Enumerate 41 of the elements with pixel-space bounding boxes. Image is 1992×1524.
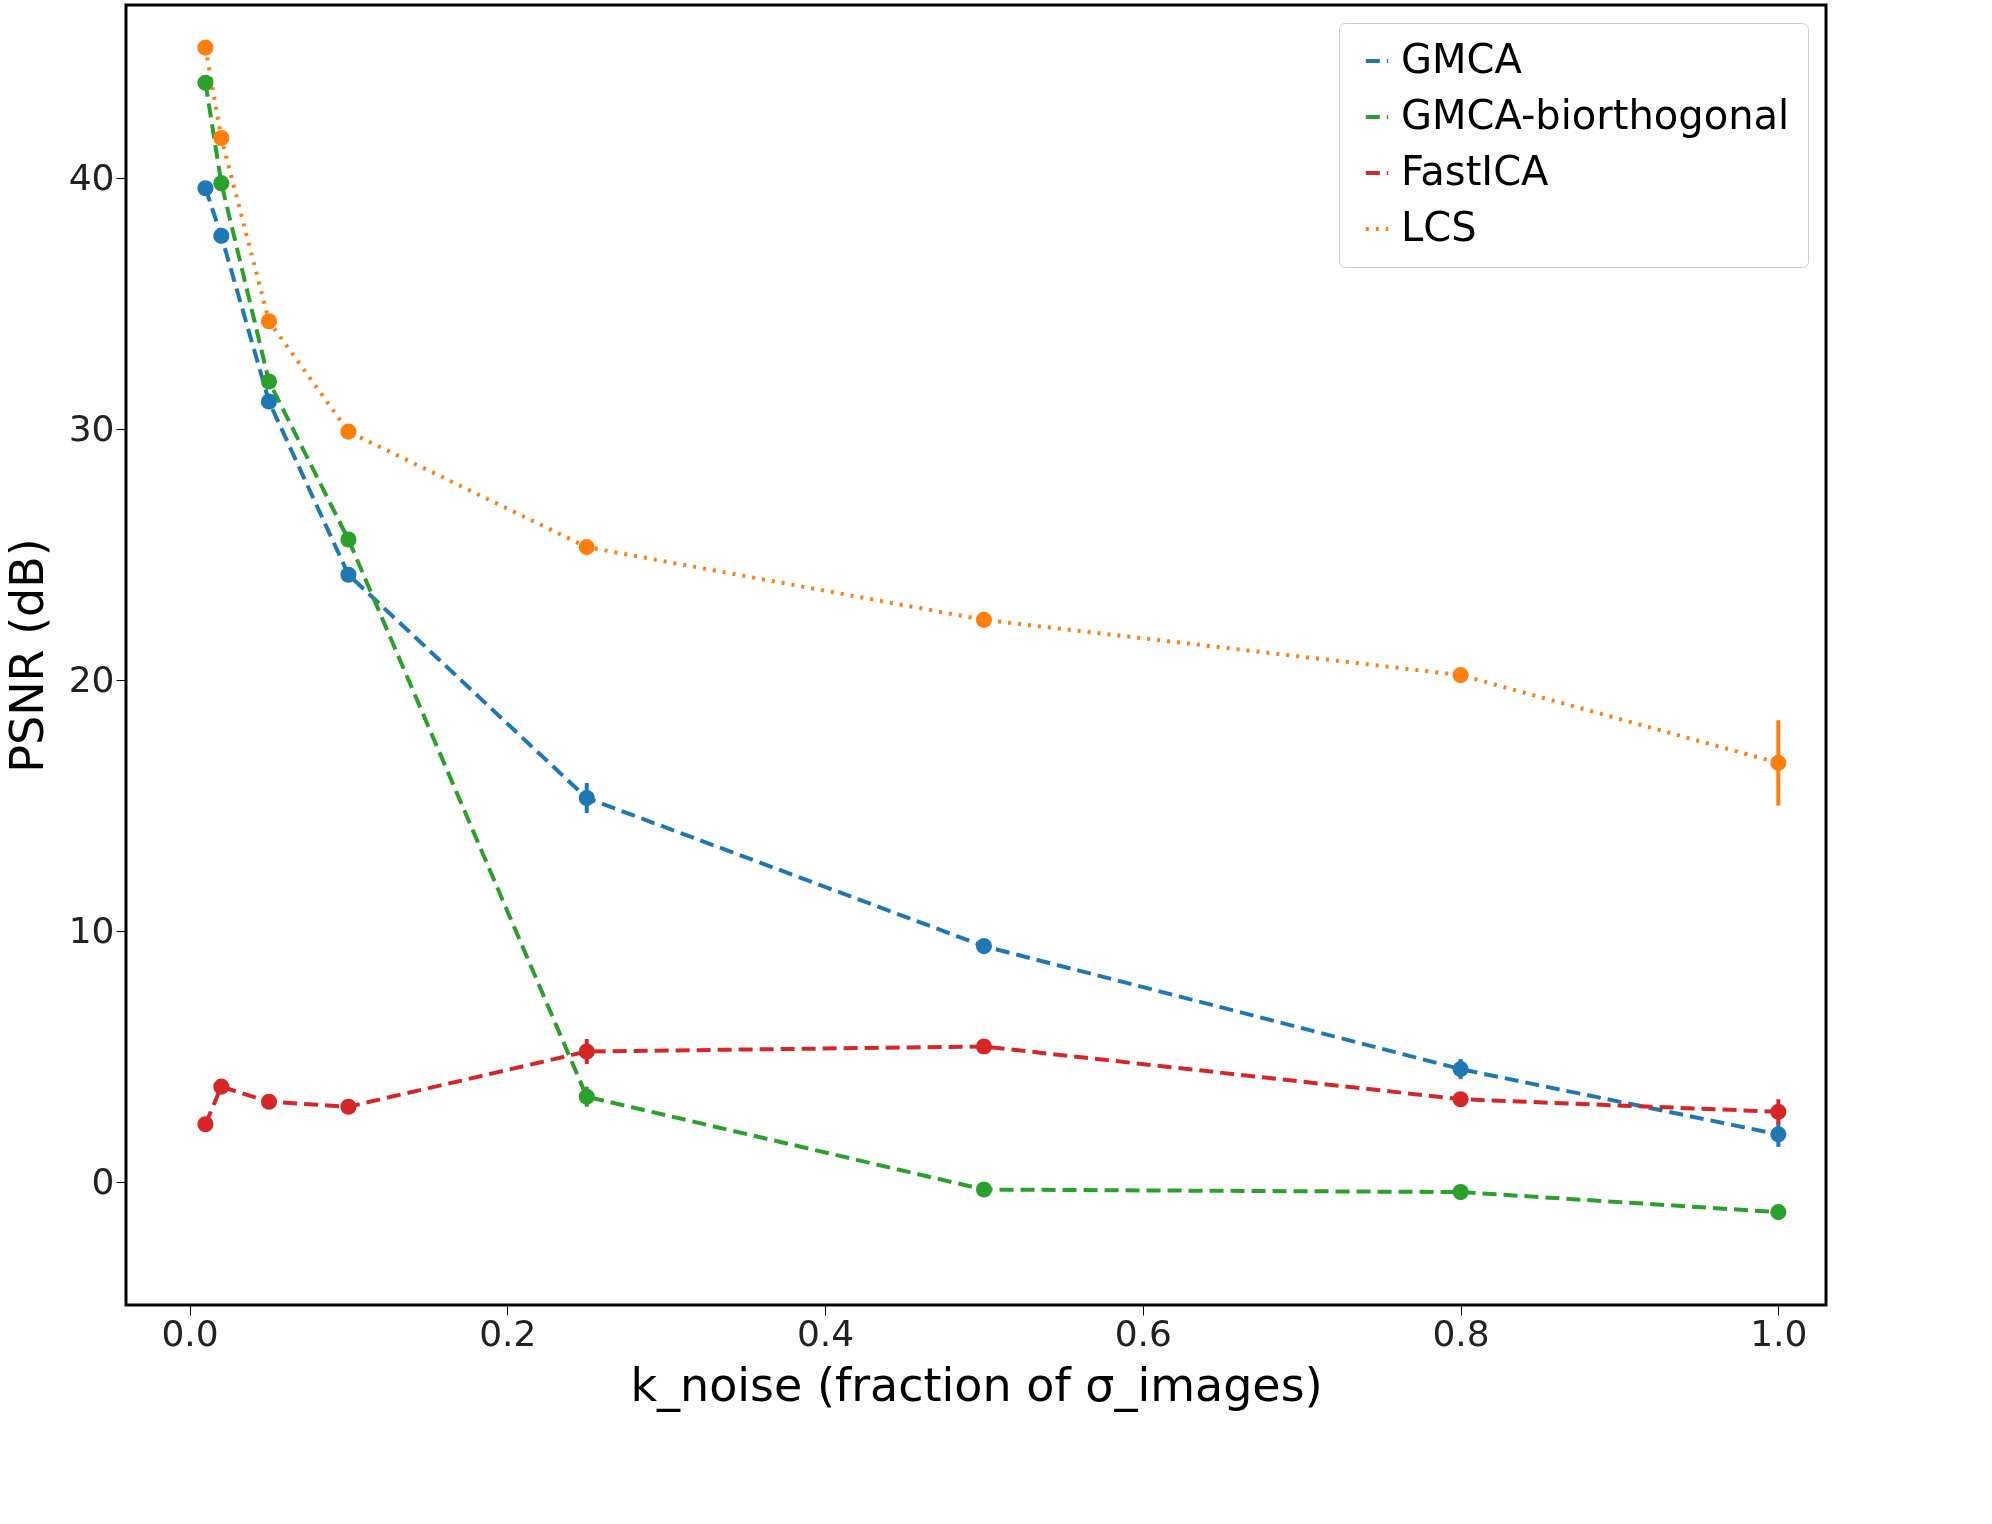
point bbox=[197, 1116, 214, 1133]
legend-label: FastICA bbox=[1401, 148, 1550, 194]
point bbox=[197, 180, 214, 197]
point bbox=[1452, 1091, 1469, 1108]
point bbox=[340, 1098, 357, 1115]
x-tick-label: 0.0 bbox=[161, 1312, 219, 1354]
point bbox=[260, 393, 278, 410]
point bbox=[213, 1078, 230, 1095]
point bbox=[213, 129, 230, 147]
y-axis-title: PSNR (dB) bbox=[0, 538, 54, 773]
y-tick-label: 20 bbox=[68, 658, 115, 700]
x-axis-title: k_noise (fraction of σ_images) bbox=[630, 1357, 1323, 1412]
point bbox=[260, 1093, 278, 1110]
y-tick-label: 30 bbox=[68, 407, 115, 449]
y-tick-label: 10 bbox=[68, 909, 115, 951]
point bbox=[340, 423, 357, 440]
point bbox=[213, 175, 230, 192]
point bbox=[197, 74, 214, 91]
point bbox=[260, 373, 278, 390]
y-tick-label: 0 bbox=[91, 1160, 115, 1202]
point bbox=[1452, 1184, 1469, 1201]
point bbox=[975, 1181, 993, 1198]
point bbox=[975, 611, 993, 628]
legend-label: GMCA-biorthogonal bbox=[1401, 92, 1790, 138]
x-tick-label: 0.8 bbox=[1432, 1312, 1490, 1354]
point bbox=[340, 531, 357, 548]
x-tick-label: 1.0 bbox=[1750, 1312, 1808, 1354]
x-tick-label: 0.4 bbox=[796, 1312, 855, 1354]
x-tick-label: 0.6 bbox=[1114, 1312, 1172, 1354]
point bbox=[197, 39, 214, 56]
legend-label: GMCA bbox=[1401, 36, 1523, 82]
point bbox=[260, 313, 278, 330]
point bbox=[213, 227, 230, 244]
legend-label: LCS bbox=[1401, 204, 1477, 250]
y-tick-label: 40 bbox=[68, 156, 115, 198]
x-tick-label: 0.2 bbox=[479, 1312, 537, 1354]
point bbox=[1770, 1204, 1787, 1221]
point bbox=[578, 539, 595, 556]
point bbox=[975, 938, 993, 955]
point bbox=[1452, 667, 1469, 684]
point bbox=[340, 566, 357, 583]
